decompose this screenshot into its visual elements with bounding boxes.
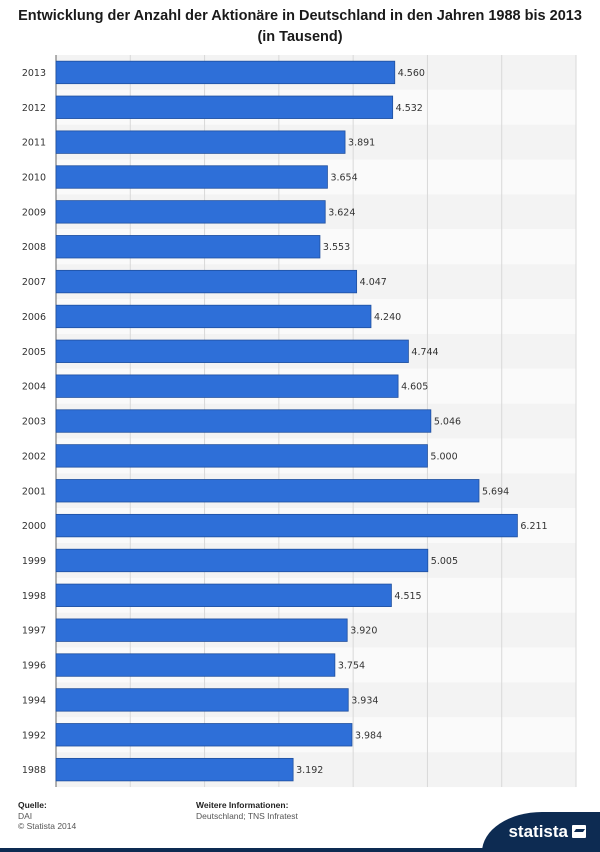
bar[interactable] bbox=[55, 479, 480, 503]
bar[interactable] bbox=[55, 618, 348, 642]
data-label: 3.934 bbox=[351, 695, 378, 706]
bar[interactable] bbox=[55, 688, 349, 712]
chart-title: Entwicklung der Anzahl der Aktionäre in … bbox=[18, 8, 582, 45]
data-label: 4.744 bbox=[411, 347, 438, 358]
data-label: 5.000 bbox=[430, 451, 457, 462]
bar[interactable] bbox=[55, 235, 321, 259]
data-label: 5.694 bbox=[482, 486, 509, 497]
brand-bar bbox=[0, 848, 600, 852]
data-label: 3.192 bbox=[296, 765, 323, 776]
source-label: Quelle: bbox=[18, 800, 47, 810]
category-label: 1997 bbox=[22, 626, 46, 637]
category-label: 1994 bbox=[22, 695, 46, 706]
copyright-text: © Statista 2014 bbox=[18, 821, 77, 831]
category-label: 2011 bbox=[22, 138, 46, 149]
data-label: 3.891 bbox=[348, 138, 375, 149]
info-text: Deutschland; TNS Infratest bbox=[196, 810, 298, 821]
bar[interactable] bbox=[55, 723, 353, 747]
category-label: 2005 bbox=[22, 347, 46, 358]
category-label: 2001 bbox=[22, 486, 46, 497]
bar[interactable] bbox=[55, 339, 409, 363]
category-label: 2012 bbox=[22, 103, 46, 114]
category-label: 2009 bbox=[22, 207, 46, 218]
data-label: 5.046 bbox=[434, 417, 461, 428]
source-block: Quelle: DAI © Statista 2014 bbox=[18, 800, 76, 832]
data-label: 6.211 bbox=[520, 521, 547, 532]
bar[interactable] bbox=[55, 513, 518, 538]
data-label: 4.532 bbox=[396, 103, 423, 114]
category-label: 2007 bbox=[22, 277, 46, 288]
brand-logo-text[interactable]: statista bbox=[508, 822, 568, 841]
bar[interactable] bbox=[55, 374, 399, 398]
category-label: 2002 bbox=[22, 451, 46, 462]
category-label: 2003 bbox=[22, 417, 46, 428]
data-label: 5.005 bbox=[431, 556, 458, 567]
data-label: 3.920 bbox=[350, 626, 377, 637]
category-label: 2013 bbox=[22, 68, 46, 79]
statista-logo-icon bbox=[572, 825, 586, 838]
info-block: Weitere Informationen: Deutschland; TNS … bbox=[196, 800, 298, 821]
bar[interactable] bbox=[55, 304, 372, 329]
category-label: 1992 bbox=[22, 730, 46, 741]
category-label: 1999 bbox=[22, 556, 46, 567]
data-label: 3.624 bbox=[328, 207, 355, 218]
bar[interactable] bbox=[55, 548, 429, 573]
data-label: 4.605 bbox=[401, 382, 428, 393]
category-label: 2004 bbox=[22, 382, 46, 393]
category-label: 1988 bbox=[22, 765, 46, 776]
bar[interactable] bbox=[55, 200, 326, 224]
bar[interactable] bbox=[55, 757, 294, 782]
data-label: 3.654 bbox=[330, 173, 357, 184]
category-label: 2000 bbox=[22, 521, 46, 532]
bar[interactable] bbox=[55, 95, 394, 119]
data-label: 3.984 bbox=[355, 730, 382, 741]
bar[interactable] bbox=[55, 653, 336, 677]
category-label: 2008 bbox=[22, 242, 46, 253]
data-label: 4.047 bbox=[360, 277, 387, 288]
bar[interactable] bbox=[55, 60, 396, 85]
bar[interactable] bbox=[55, 269, 358, 294]
data-label: 4.515 bbox=[394, 591, 421, 602]
data-label: 3.754 bbox=[338, 661, 365, 672]
bar[interactable] bbox=[55, 409, 432, 433]
data-label: 3.553 bbox=[323, 242, 350, 253]
category-label: 2006 bbox=[22, 312, 46, 323]
bar[interactable] bbox=[55, 130, 346, 154]
bar[interactable] bbox=[55, 583, 392, 607]
data-label: 4.240 bbox=[374, 312, 401, 323]
data-label: 4.560 bbox=[398, 68, 425, 79]
category-label: 1998 bbox=[22, 591, 46, 602]
source-text: DAI bbox=[18, 810, 33, 821]
category-label: 2010 bbox=[22, 173, 46, 184]
bar-chart: 4.560 2013 4.532 2012 3.891 2011 3.654 2010 3.62… bbox=[22, 55, 577, 788]
bar[interactable] bbox=[55, 165, 328, 189]
info-label: Weitere Informationen: bbox=[196, 800, 289, 810]
category-label: 1996 bbox=[22, 661, 46, 672]
bar[interactable] bbox=[55, 444, 428, 468]
